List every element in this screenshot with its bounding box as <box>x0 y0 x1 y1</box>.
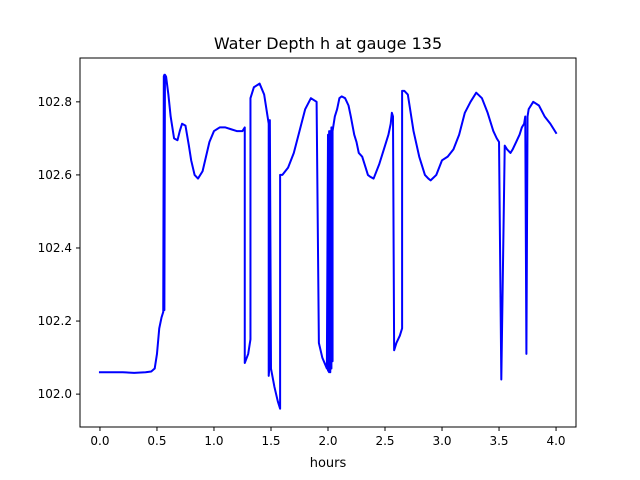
axes-frame <box>79 57 577 428</box>
series-line-0 <box>98 73 558 410</box>
x-axis: 0.0 0.5 1.0 1.5 2.0 2.5 3.0 3.5 4.0 <box>90 427 566 448</box>
plot-area <box>98 73 558 410</box>
x-tick-label: 0.5 <box>147 434 166 448</box>
x-axis-label: hours <box>310 456 347 471</box>
x-tick-label: 3.0 <box>432 434 451 448</box>
y-tick-label: 102.2 <box>38 314 72 328</box>
x-tick-label: 2.5 <box>375 434 394 448</box>
y-tick-label: 102.8 <box>38 95 72 109</box>
x-tick-label: 2.0 <box>318 434 337 448</box>
x-tick-label: 1.5 <box>261 434 280 448</box>
chart-title: Water Depth h at gauge 135 <box>214 34 442 53</box>
x-tick-label: 3.5 <box>489 434 508 448</box>
x-tick-label: 0.0 <box>90 434 109 448</box>
y-tick-label: 102.4 <box>38 241 72 255</box>
x-tick-label: 1.0 <box>204 434 223 448</box>
x-tick-label: 4.0 <box>546 434 565 448</box>
y-tick-label: 102.0 <box>38 387 72 401</box>
y-tick-label: 102.6 <box>38 168 72 182</box>
y-axis: 102.0 102.2 102.4 102.6 102.8 <box>38 95 80 401</box>
